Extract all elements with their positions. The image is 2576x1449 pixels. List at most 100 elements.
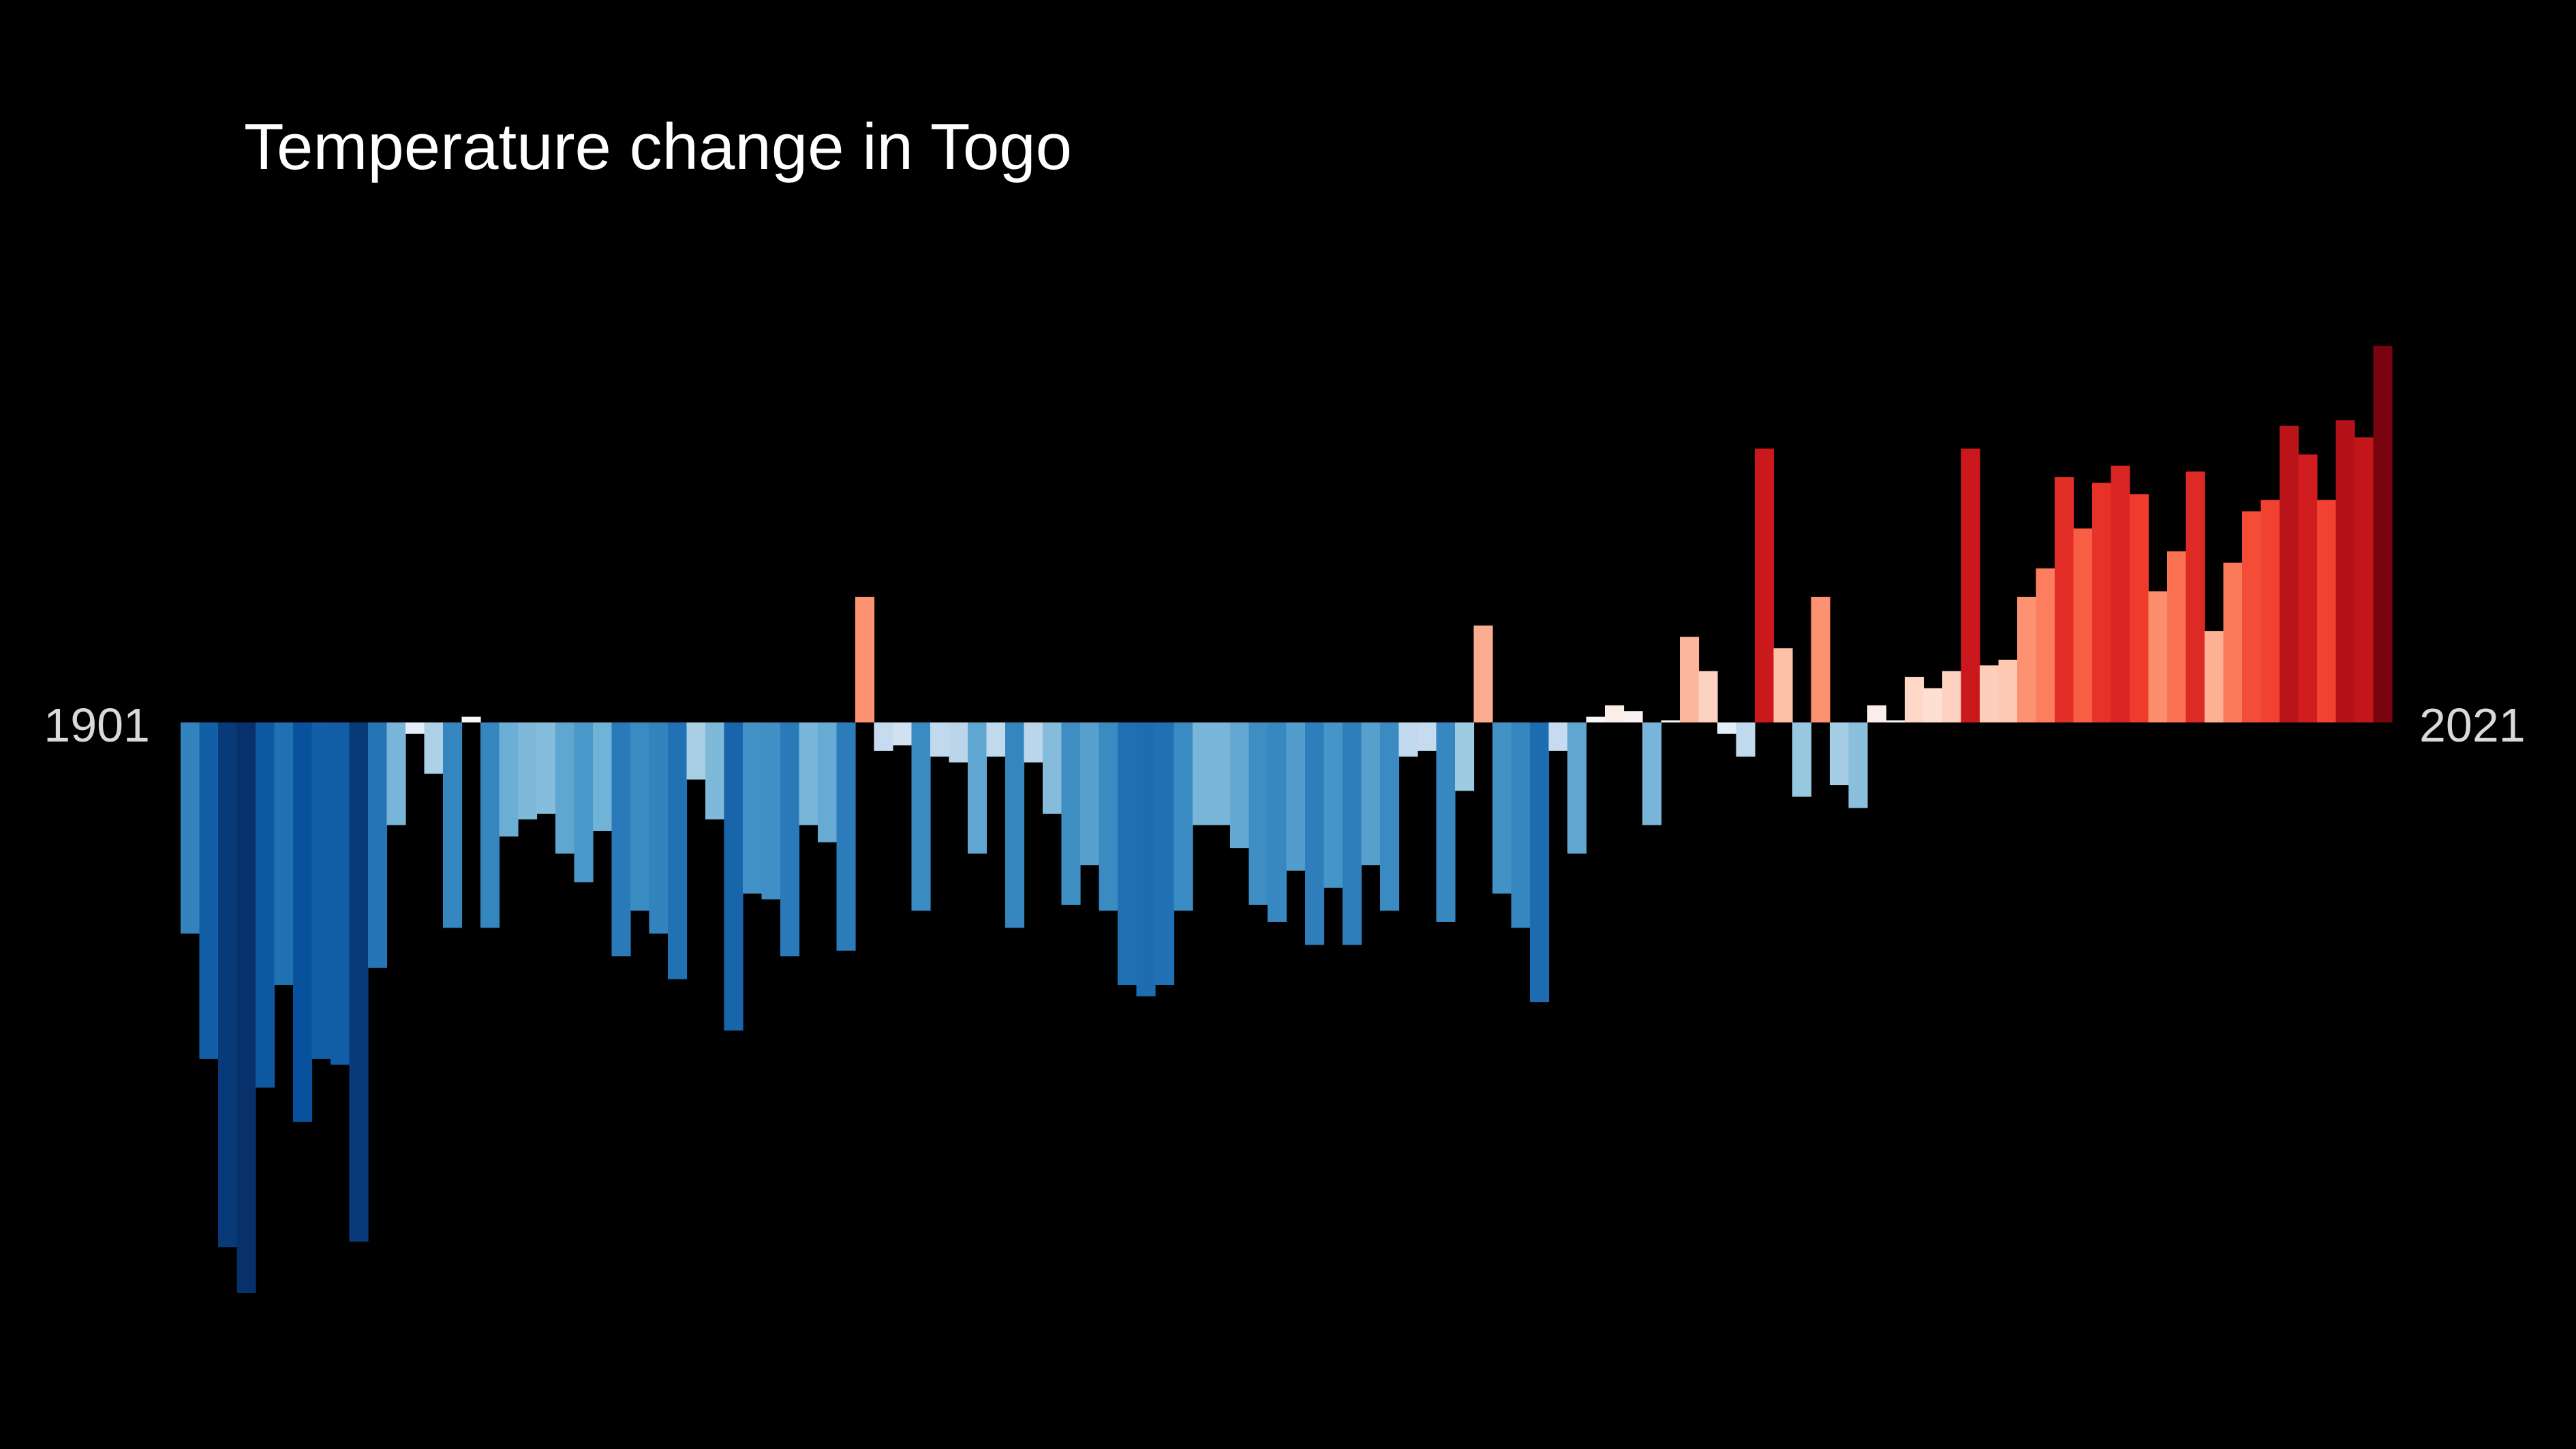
bar-2000 [2036, 568, 2055, 722]
start-year-label: 1901 [44, 699, 150, 752]
bar-2003 [2092, 483, 2112, 722]
bar-1979 [1642, 722, 1662, 825]
bar-1961 [1305, 722, 1325, 945]
bar-1980 [1661, 720, 1681, 722]
bar-1989 [1830, 722, 1850, 786]
bar-1953 [1155, 722, 1175, 986]
bar-1986 [1773, 648, 1793, 722]
bar-2012 [2260, 500, 2280, 722]
bar-1973 [1530, 722, 1550, 1003]
chart-title: Temperature change in Togo [244, 110, 1072, 183]
bar-1985 [1755, 448, 1775, 722]
bar-2017 [2355, 437, 2374, 722]
bar-1939 [893, 722, 913, 746]
bar-1999 [2017, 596, 2037, 722]
bar-1959 [1268, 722, 1287, 922]
bar-1933 [780, 722, 800, 957]
bar-1952 [1136, 722, 1156, 996]
bar-1964 [1361, 722, 1381, 866]
bar-2006 [2148, 591, 2168, 722]
bar-1971 [1492, 722, 1512, 894]
bar-1948 [1061, 722, 1081, 905]
bar-1967 [1417, 722, 1437, 751]
bar-1918 [499, 722, 519, 837]
bar-1930 [724, 722, 743, 1031]
bar-1935 [818, 722, 838, 842]
bar-1962 [1323, 722, 1343, 888]
bar-1922 [574, 722, 594, 883]
bar-1938 [874, 722, 893, 751]
bar-1970 [1473, 625, 1493, 722]
bar-1981 [1680, 637, 1700, 722]
bar-1928 [686, 722, 706, 780]
bar-1924 [611, 722, 631, 957]
bar-1936 [836, 722, 856, 951]
bar-2011 [2242, 511, 2262, 722]
bar-1963 [1343, 722, 1362, 945]
bar-1910 [349, 722, 369, 1242]
bar-1982 [1698, 671, 1718, 722]
bar-2016 [2335, 420, 2355, 722]
bar-1991 [1867, 705, 1887, 722]
bar-1969 [1455, 722, 1475, 791]
bar-1975 [1567, 722, 1587, 854]
bar-1995 [1942, 671, 1962, 722]
bar-2008 [2186, 471, 2205, 722]
bar-1944 [986, 722, 1006, 757]
bar-1954 [1174, 722, 1193, 911]
bar-1977 [1605, 705, 1625, 722]
bar-1919 [518, 722, 538, 820]
bar-1998 [1998, 659, 2018, 722]
bar-1929 [705, 722, 725, 820]
bar-1917 [480, 722, 500, 928]
bar-1911 [368, 722, 388, 968]
bar-1914 [424, 722, 444, 774]
bar-1934 [799, 722, 818, 825]
bar-1996 [1961, 448, 1980, 722]
bar-2002 [2073, 528, 2093, 722]
bar-1946 [1024, 722, 1043, 763]
bar-1965 [1380, 722, 1400, 911]
bar-1992 [1886, 720, 1905, 722]
bar-1949 [1080, 722, 1100, 866]
bar-1921 [555, 722, 575, 854]
bar-1925 [630, 722, 650, 911]
bar-1957 [1230, 722, 1250, 849]
bar-1988 [1811, 596, 1830, 722]
bar-1926 [649, 722, 669, 934]
bar-1908 [311, 722, 331, 1059]
bar-2014 [2298, 454, 2318, 722]
bar-1987 [1792, 722, 1812, 797]
bar-1974 [1548, 722, 1568, 751]
bar-1993 [1905, 677, 1925, 722]
bar-1920 [536, 722, 556, 814]
bar-1942 [949, 722, 968, 763]
bar-1904 [236, 722, 256, 1293]
bar-1943 [968, 722, 987, 854]
bar-1947 [1043, 722, 1062, 814]
bar-1950 [1099, 722, 1118, 911]
bar-1927 [668, 722, 688, 979]
bar-1978 [1623, 711, 1643, 722]
bar-1923 [593, 722, 613, 832]
bar-1916 [461, 716, 481, 722]
bar-2005 [2130, 494, 2149, 722]
bar-1901 [181, 722, 200, 934]
bar-1956 [1211, 722, 1231, 825]
bar-1932 [761, 722, 781, 900]
bar-1990 [1848, 722, 1868, 808]
bar-1912 [386, 722, 406, 825]
bar-1955 [1193, 722, 1212, 825]
bar-1960 [1286, 722, 1306, 871]
bar-1958 [1248, 722, 1268, 905]
bar-1984 [1736, 722, 1755, 757]
bar-2015 [2317, 500, 2337, 722]
bar-2018 [2373, 346, 2393, 723]
bar-1913 [405, 722, 425, 734]
bar-2007 [2167, 551, 2187, 722]
bar-group [181, 346, 2393, 1293]
end-year-label: 2021 [2419, 699, 2526, 752]
bar-1902 [199, 722, 219, 1059]
bar-1903 [218, 722, 238, 1248]
